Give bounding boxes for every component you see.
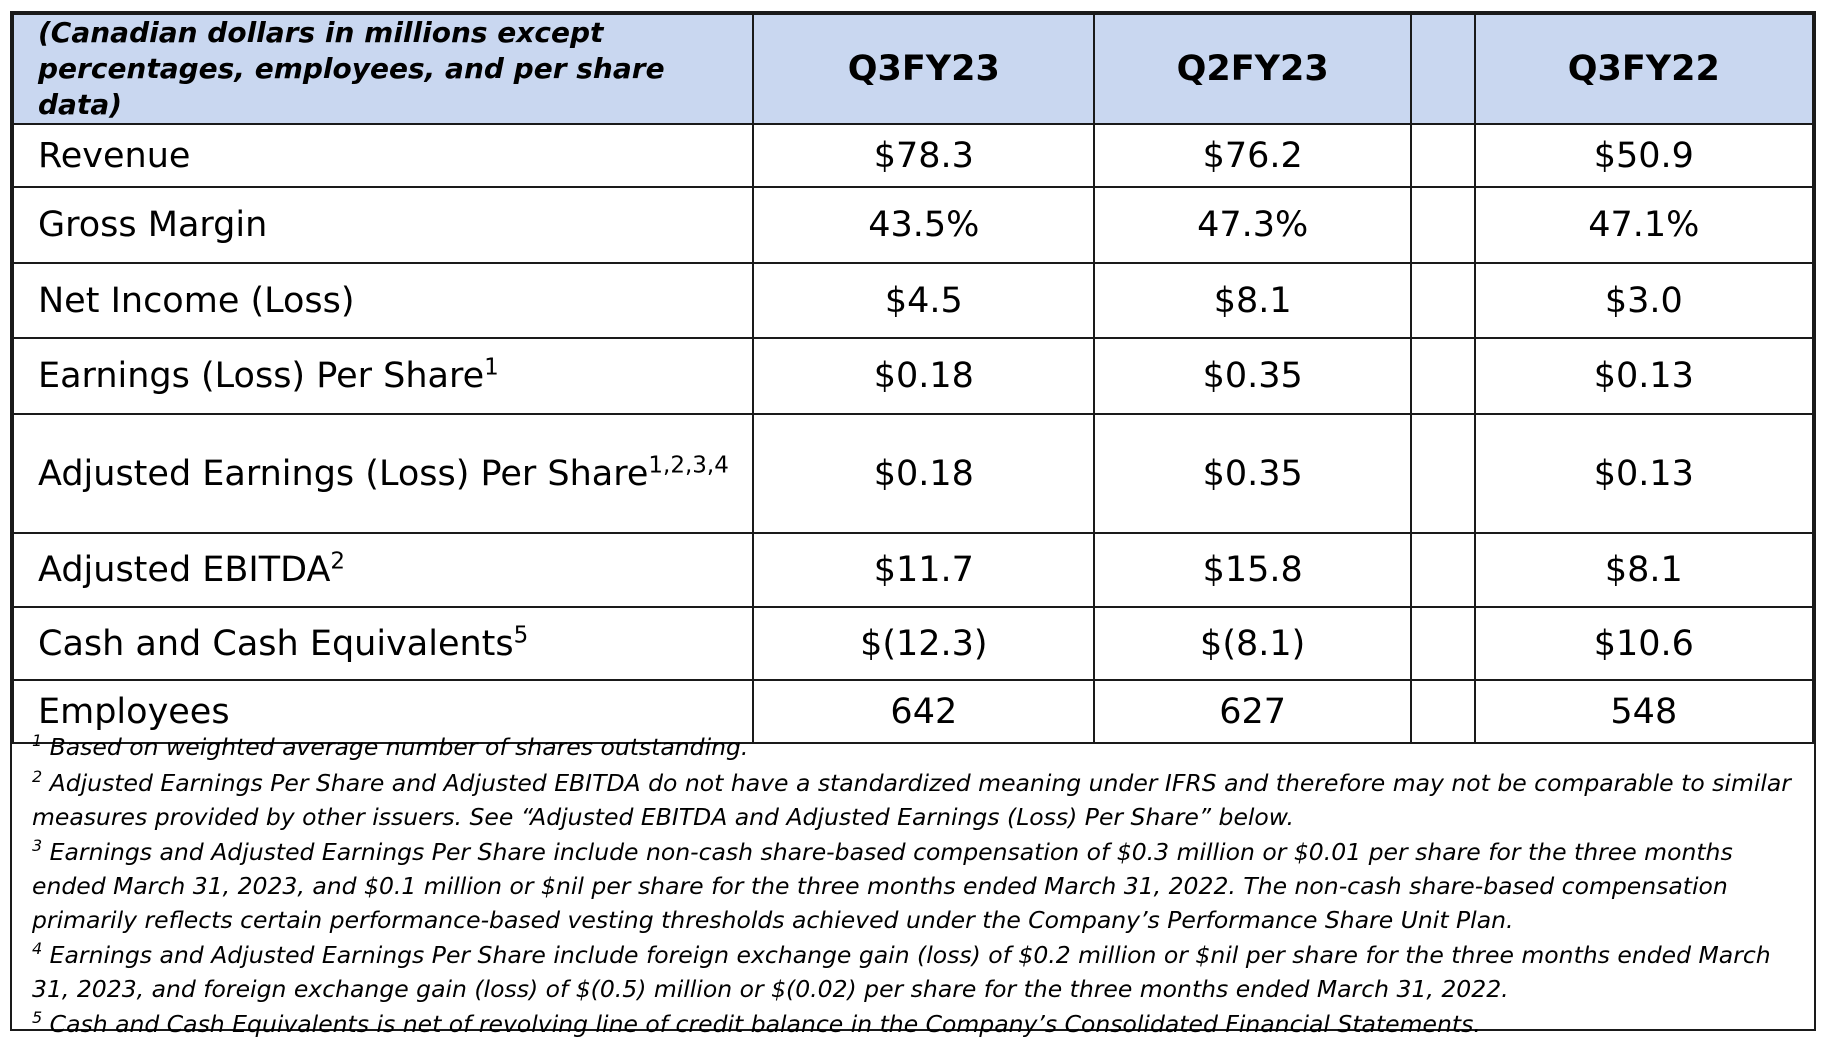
cell-net-income-q3fy23: $4.5 (752, 262, 1096, 339)
row-label-text: Employees (38, 691, 230, 732)
spacer-cell (1409, 413, 1476, 534)
row-label-text: Net Income (Loss) (38, 280, 355, 321)
row-label-cash: Cash and Cash Equivalents5 (11, 606, 755, 681)
spacer-cell (1409, 123, 1476, 188)
footnote-text: Cash and Cash Equivalents is net of revo… (42, 1010, 1481, 1038)
cell-adjusted-eps-q3fy22: $0.13 (1473, 413, 1815, 534)
cell-gross-margin-q3fy23: 43.5% (752, 186, 1096, 264)
footnote-text: Earnings and Adjusted Earnings Per Share… (42, 941, 1771, 969)
cell-employees-q2fy23: 627 (1093, 679, 1412, 744)
units-note-line2: percentages, employees, and per share da… (38, 52, 665, 121)
table-row: Net Income (Loss) $4.5 $8.1 $3.0 (11, 262, 1815, 339)
spacer-cell (1409, 186, 1476, 264)
units-note-line1: (Canadian dollars in millions except (38, 16, 604, 49)
footnote-text: Earnings and Adjusted Earnings Per Share… (42, 838, 1733, 866)
row-label-adjusted-eps: Adjusted Earnings (Loss) Per Share1,2,3,… (11, 413, 755, 534)
cell-gross-margin-q2fy23: 47.3% (1093, 186, 1412, 264)
footnote-number: 1 (32, 731, 43, 751)
footnote-text: measures provided by other issuers. See … (32, 803, 1294, 831)
footnote-ref: 1 (484, 354, 499, 381)
cell-adjusted-eps-q2fy23: $0.35 (1093, 413, 1412, 534)
row-label-text: Revenue (38, 135, 191, 176)
row-label-eps: Earnings (Loss) Per Share1 (11, 337, 755, 415)
footnote-3: 3 Earnings and Adjusted Earnings Per Sha… (32, 835, 1794, 937)
footnote-text: 31, 2023, and foreign exchange gain (los… (32, 975, 1509, 1003)
table-row: Cash and Cash Equivalents5 $(12.3) $(8.1… (11, 606, 1815, 681)
row-label-employees: Employees (11, 679, 755, 744)
footnote-number: 2 (32, 767, 43, 787)
spacer-cell (1409, 679, 1476, 744)
spacer-cell (1409, 606, 1476, 681)
cell-eps-q3fy23: $0.18 (752, 337, 1096, 415)
footnote-number: 3 (32, 836, 43, 856)
cell-revenue-q3fy22: $50.9 (1473, 123, 1815, 188)
row-label-text: Earnings (Loss) Per Share (38, 356, 485, 396)
cell-gross-margin-q3fy22: 47.1% (1473, 186, 1815, 264)
cell-employees-q3fy23: 642 (752, 679, 1096, 744)
cell-revenue-q3fy23: $78.3 (752, 123, 1096, 188)
table-row: Gross Margin 43.5% 47.3% 47.1% (11, 186, 1815, 264)
column-spacer-header (1409, 13, 1476, 125)
cell-revenue-q2fy23: $76.2 (1093, 123, 1412, 188)
cell-adjusted-ebitda-q3fy22: $8.1 (1473, 532, 1815, 608)
table-row: Revenue $78.3 $76.2 $50.9 (11, 123, 1815, 188)
footnotes: 1 Based on weighted average number of sh… (32, 730, 1794, 1042)
cell-adjusted-ebitda-q3fy23: $11.7 (752, 532, 1096, 608)
units-note-header: (Canadian dollars in millions except perc… (11, 13, 755, 125)
footnote-4: 4 Earnings and Adjusted Earnings Per Sha… (32, 938, 1794, 1006)
footnote-5: 5 Cash and Cash Equivalents is net of re… (32, 1007, 1794, 1041)
row-label-text: Adjusted EBITDA (38, 550, 331, 590)
row-label-revenue: Revenue (11, 123, 755, 188)
footnote-ref: 2 (330, 548, 346, 575)
footnote-text: Adjusted Earnings Per Share and Adjusted… (42, 769, 1791, 797)
cell-net-income-q2fy23: $8.1 (1093, 262, 1412, 339)
footnote-number: 5 (32, 1008, 43, 1028)
table-row: Earnings (Loss) Per Share1 $0.18 $0.35 $… (11, 337, 1815, 415)
cell-cash-q3fy23: $(12.3) (752, 606, 1096, 681)
table-row: Adjusted Earnings (Loss) Per Share1,2,3,… (11, 413, 1815, 534)
financial-summary-table: (Canadian dollars in millions except perc… (11, 13, 1815, 744)
row-label-net-income: Net Income (Loss) (11, 262, 755, 339)
cell-adjusted-ebitda-q2fy23: $15.8 (1093, 532, 1412, 608)
spacer-cell (1409, 262, 1476, 339)
cell-eps-q2fy23: $0.35 (1093, 337, 1412, 415)
footnote-2: 2 Adjusted Earnings Per Share and Adjust… (32, 766, 1794, 834)
row-label-text: Cash and Cash Equivalents (38, 623, 514, 664)
row-label-adjusted-ebitda: Adjusted EBITDA2 (11, 532, 755, 608)
cell-employees-q3fy22: 548 (1473, 679, 1815, 744)
cell-cash-q3fy22: $10.6 (1473, 606, 1815, 681)
footnote-ref: 5 (513, 621, 529, 648)
table-row: Adjusted EBITDA2 $11.7 $15.8 $8.1 (11, 532, 1815, 608)
cell-net-income-q3fy22: $3.0 (1473, 262, 1815, 339)
footnote-number: 4 (32, 939, 43, 959)
cell-adjusted-eps-q3fy23: $0.18 (752, 413, 1096, 534)
financial-summary-document: (Canadian dollars in millions except perc… (10, 11, 1816, 1038)
spacer-cell (1409, 337, 1476, 415)
row-label-text: Adjusted Earnings (Loss) Per Share (38, 453, 649, 494)
table-header-row: (Canadian dollars in millions except perc… (11, 13, 1815, 125)
footnote-1: 1 Based on weighted average number of sh… (32, 730, 1794, 764)
row-label-gross-margin: Gross Margin (11, 186, 755, 264)
footnote-ref: 1,2,3,4 (648, 451, 729, 478)
column-header-q3fy23: Q3FY23 (752, 13, 1096, 125)
row-label-text: Gross Margin (38, 205, 268, 245)
cell-cash-q2fy23: $(8.1) (1093, 606, 1412, 681)
column-header-q3fy22: Q3FY22 (1473, 13, 1815, 125)
footnote-text: primarily reflects certain performance-b… (32, 906, 1514, 934)
spacer-cell (1409, 532, 1476, 608)
footnote-text: ended March 31, 2023, and $0.1 million o… (32, 872, 1728, 900)
table-row: Employees 642 627 548 (11, 679, 1815, 744)
cell-eps-q3fy22: $0.13 (1473, 337, 1815, 415)
footnote-text: Based on weighted average number of shar… (42, 733, 749, 761)
column-header-q2fy23: Q2FY23 (1093, 13, 1412, 125)
